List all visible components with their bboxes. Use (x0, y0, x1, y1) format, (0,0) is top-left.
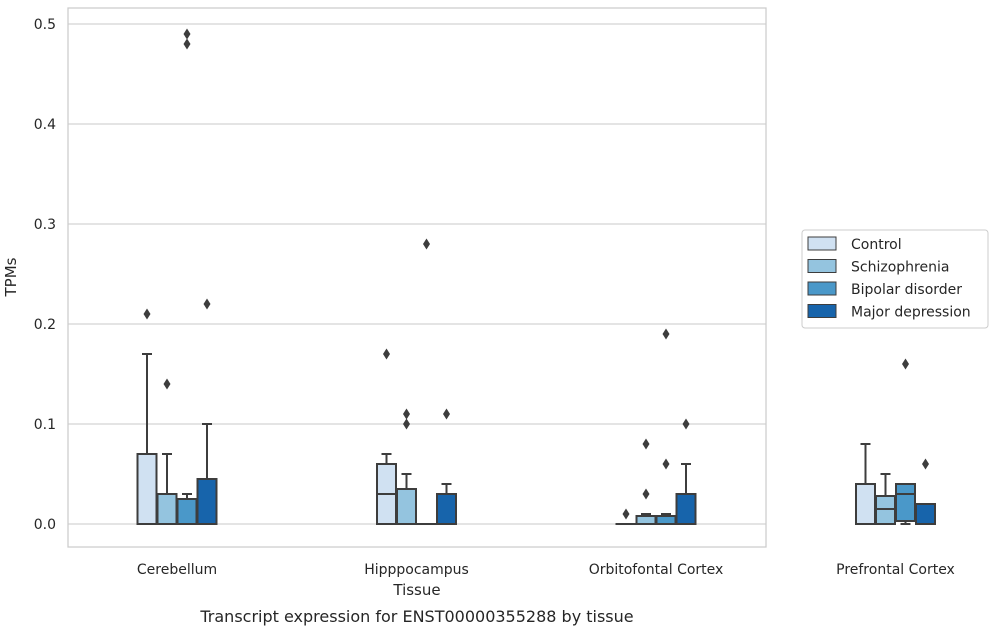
outlier-point (203, 298, 211, 310)
outlier-point (662, 458, 670, 470)
y-tick-label: 0.1 (34, 417, 56, 433)
outlier-point (902, 358, 909, 370)
box-body (196, 478, 218, 525)
outlier-point (662, 328, 670, 340)
box-control (855, 443, 876, 525)
outlier-point (383, 348, 390, 360)
box-plots (136, 28, 936, 526)
legend-swatch (807, 281, 837, 296)
box-body (675, 493, 697, 525)
box-body (655, 515, 677, 525)
outlier-point (143, 308, 151, 320)
legend-swatch (807, 304, 837, 318)
legend-swatch (807, 236, 837, 251)
x-tick-label: Prefrontal Cortex (836, 562, 955, 578)
outlier-point (642, 488, 650, 500)
outlier-point (682, 418, 690, 430)
x-tick-label: Hipppocampus (364, 562, 469, 578)
outlier-point (163, 378, 171, 390)
x-axis-label: Tissue (392, 581, 440, 599)
box-major-depression (675, 418, 697, 525)
box-body (895, 483, 916, 522)
outlier-point (183, 38, 191, 50)
box-schizophrenia (396, 408, 417, 525)
legend-label: Schizophrenia (851, 260, 949, 276)
x-tick-labels: Cerebellum Hipppocampus Orbitofontal Corte… (137, 562, 955, 578)
legend-swatch (807, 259, 837, 273)
plot-area-frame (67, 7, 767, 548)
box-body (176, 498, 198, 525)
y-axis-label: TPMs (2, 257, 20, 297)
box-bipolar-disorder (176, 28, 198, 525)
box-control (376, 348, 397, 525)
box-body (635, 515, 657, 525)
box-body (156, 493, 178, 525)
y-tick-labels: 0.0 0.1 0.2 0.3 0.4 0.5 (34, 17, 56, 533)
box-body (855, 483, 876, 525)
legend-label: Major depression (851, 305, 971, 321)
box-bipolar-disorder (895, 358, 916, 525)
box-schizophrenia (156, 378, 178, 525)
legend: Control Schizophrenia Bipolar disorder Majo… (801, 229, 989, 329)
legend-label: Control (851, 237, 902, 253)
chart-caption: Transcript expression for ENST0000035528… (199, 607, 633, 626)
box-body (436, 493, 457, 525)
outlier-point (183, 28, 191, 40)
outlier-point (423, 238, 430, 250)
y-tick-label: 0.5 (34, 17, 56, 33)
legend-frame (801, 229, 989, 329)
box-bipolar-disorder (416, 238, 437, 526)
grid-lines (68, 23, 766, 525)
box-major-depression (196, 298, 218, 525)
x-tick-label: Orbitofontal Cortex (589, 562, 724, 578)
box-major-depression (915, 458, 936, 525)
box-bipolar-disorder (655, 328, 677, 525)
y-tick-label: 0.0 (34, 517, 56, 533)
box-body (136, 453, 158, 525)
outlier-point (922, 458, 929, 470)
box-control (136, 308, 158, 525)
outlier-point (403, 408, 410, 420)
box-major-depression (436, 408, 457, 525)
box-control (615, 508, 637, 526)
box-body (915, 503, 936, 525)
legend-label: Bipolar disorder (851, 282, 962, 298)
box-body (396, 488, 417, 525)
outlier-point (443, 408, 450, 420)
x-tick-label: Cerebellum (137, 562, 217, 578)
y-tick-label: 0.3 (34, 217, 56, 233)
y-tick-label: 0.4 (34, 117, 56, 133)
box-schizophrenia (875, 473, 896, 525)
outlier-point (642, 438, 650, 450)
outlier-point (622, 508, 630, 520)
outlier-point (403, 418, 410, 430)
box-schizophrenia (635, 438, 657, 525)
y-tick-label: 0.2 (34, 317, 56, 333)
